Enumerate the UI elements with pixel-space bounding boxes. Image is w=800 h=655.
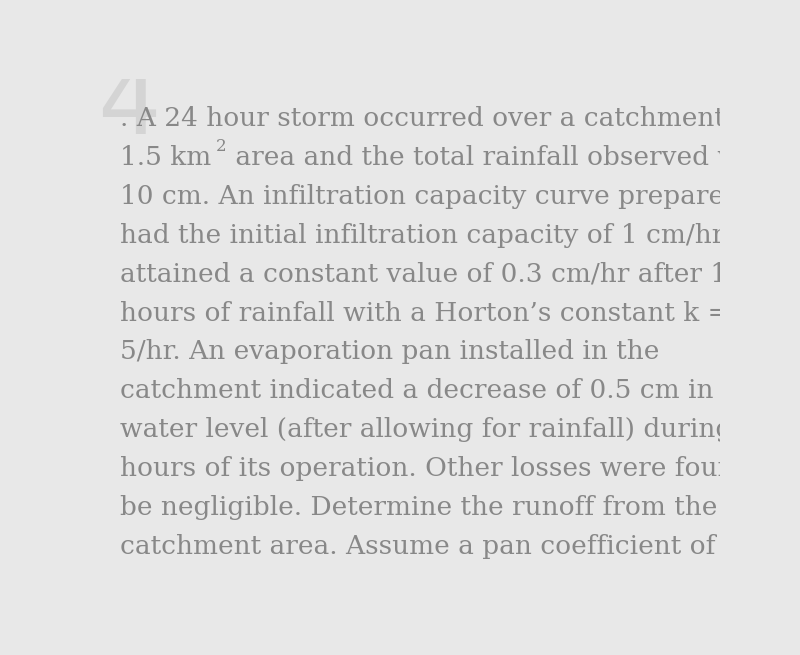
Text: hours of rainfall with a Horton’s constant k =: hours of rainfall with a Horton’s consta… xyxy=(120,301,730,326)
Text: catchment indicated a decrease of 0.5 cm in the: catchment indicated a decrease of 0.5 cm… xyxy=(120,378,765,403)
Text: 5/hr. An evaporation pan installed in the: 5/hr. An evaporation pan installed in th… xyxy=(120,339,659,364)
Text: be negligible. Determine the runoff from the: be negligible. Determine the runoff from… xyxy=(120,495,718,519)
Text: catchment area. Assume a pan coefficient of 0.65.: catchment area. Assume a pan coefficient… xyxy=(120,534,790,559)
Text: area and the total rainfall observed was: area and the total rainfall observed was xyxy=(227,145,770,170)
Text: 1.5 km: 1.5 km xyxy=(120,145,211,170)
Text: 2: 2 xyxy=(216,138,226,155)
Text: water level (after allowing for rainfall) during 24: water level (after allowing for rainfall… xyxy=(120,417,774,442)
Text: attained a constant value of 0.3 cm/hr after 15: attained a constant value of 0.3 cm/hr a… xyxy=(120,262,744,287)
Text: hours of its operation. Other losses were found to: hours of its operation. Other losses wer… xyxy=(120,456,786,481)
Text: . A 24 hour storm occurred over a catchment of: . A 24 hour storm occurred over a catchm… xyxy=(120,106,759,132)
Text: had the initial infiltration capacity of 1 cm/hr and: had the initial infiltration capacity of… xyxy=(120,223,782,248)
Text: 4: 4 xyxy=(97,58,161,155)
Text: 10 cm. An infiltration capacity curve prepared: 10 cm. An infiltration capacity curve pr… xyxy=(120,184,741,209)
